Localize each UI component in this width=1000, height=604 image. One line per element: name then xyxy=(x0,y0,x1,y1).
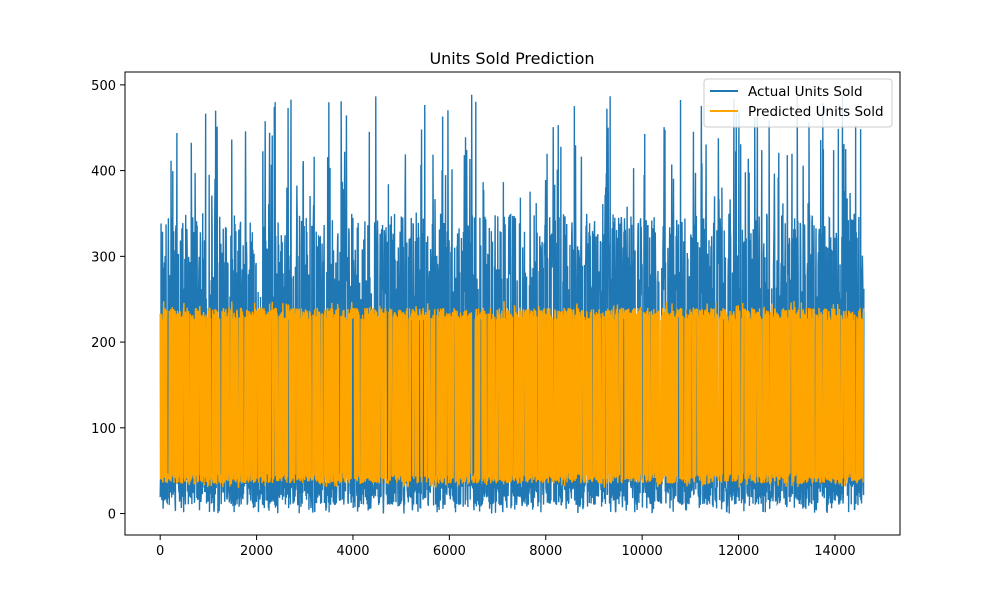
x-tick-label: 2000 xyxy=(240,544,273,559)
legend-label-predicted: Predicted Units Sold xyxy=(748,104,884,120)
series-line-predicted xyxy=(159,301,865,488)
y-tick-label: 200 xyxy=(91,336,116,351)
y-tick-label: 0 xyxy=(108,508,116,523)
axes-frame xyxy=(124,71,901,536)
y-axis: 0 100 200 300 400 500 xyxy=(91,79,125,523)
x-tick-label: 0 xyxy=(156,544,164,559)
legend: Actual Units Sold Predicted Units Sold xyxy=(703,78,893,128)
x-tick-label: 12000 xyxy=(718,544,759,559)
y-tick-label: 100 xyxy=(91,422,116,437)
x-axis: 0 2000 4000 6000 8000 10000 12000 14000 xyxy=(156,535,856,559)
y-tick-label: 500 xyxy=(91,79,116,94)
x-tick-label: 4000 xyxy=(336,544,369,559)
y-tick-label: 400 xyxy=(91,165,116,180)
x-tick-label: 8000 xyxy=(529,544,562,559)
plot-area xyxy=(159,94,865,514)
y-tick-label: 300 xyxy=(91,250,116,265)
x-tick-label: 6000 xyxy=(433,544,466,559)
legend-box xyxy=(703,78,893,128)
legend-label-actual: Actual Units Sold xyxy=(748,84,863,100)
x-tick-label: 10000 xyxy=(621,544,662,559)
chart-title: Units Sold Prediction xyxy=(429,49,594,68)
x-tick-label: 14000 xyxy=(814,544,855,559)
